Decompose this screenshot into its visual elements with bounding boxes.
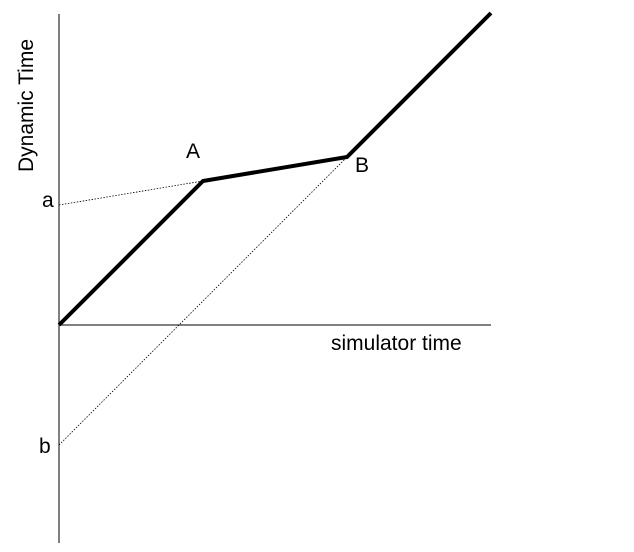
point-a-label: A — [186, 140, 201, 163]
intercept-a-label: a — [42, 189, 54, 212]
intercept-b-label: b — [39, 435, 51, 458]
dotted-line-b — [58, 156, 348, 446]
point-b-label: B — [355, 154, 370, 177]
y-axis-label: Dynamic Time — [15, 38, 38, 172]
dotted-line-a — [58, 180, 204, 206]
x-axis-label: simulator time — [331, 332, 462, 355]
time-curve — [57, 11, 493, 327]
